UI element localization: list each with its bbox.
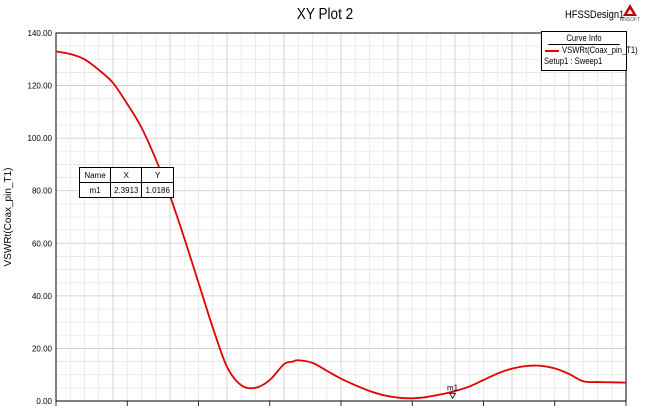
- y-tick-label: 80.00: [32, 187, 53, 196]
- marker-m1[interactable]: m1: [447, 383, 459, 400]
- legend-entry[interactable]: VSWRt(Coax_pin_T1): [542, 45, 638, 56]
- y-tick-label: 20.00: [32, 344, 53, 353]
- y-tick-label: 40.00: [32, 292, 53, 301]
- x-ticks: [55, 401, 627, 406]
- marker-table-header-x: X: [109, 167, 143, 183]
- design-name: HFSSDesign1: [565, 9, 625, 21]
- y-tick-label: 120.00: [28, 82, 53, 91]
- series-line-vswr[interactable]: [55, 50, 627, 400]
- legend-header: Curve Info: [548, 32, 620, 45]
- y-tick-label: 100.00: [28, 134, 53, 143]
- legend-curve-name: VSWRt(Coax_pin_T1): [562, 45, 638, 55]
- legend-swatch: [545, 50, 559, 52]
- chart-title: XY Plot 2: [296, 6, 354, 23]
- legend-setup-row: Setup1 : Sweep1: [542, 56, 626, 67]
- y-tick-label: 140.00: [28, 29, 53, 38]
- legend-setup: Setup1 : Sweep1: [544, 56, 603, 66]
- marker-triangle[interactable]: [448, 392, 457, 400]
- marker-table-cell-x: 2.3913: [109, 182, 143, 198]
- marker-table-header-y: Y: [141, 167, 174, 183]
- marker-label: m1: [447, 383, 459, 392]
- logo-icon: [623, 4, 637, 16]
- y-tick-label: 60.00: [32, 239, 53, 248]
- ansoft-logo: ANSOFT: [619, 3, 641, 23]
- y-tick-label: 0.00: [36, 397, 52, 406]
- marker-table-cell-name: m1: [79, 182, 111, 198]
- y-ticks: 0.00 20.00 40.00 60.00 80.00 100.00 120.00 140.…: [28, 29, 53, 406]
- logo-text: ANSOFT: [619, 17, 641, 23]
- grid: [55, 32, 627, 402]
- marker-table-row: m1 2.3913 1.0186: [79, 182, 174, 198]
- marker-table[interactable]: Name X Y m1 2.3913 1.0186: [79, 167, 174, 198]
- marker-table-header: Name X Y: [79, 167, 174, 183]
- marker-table-cell-y: 1.0186: [141, 182, 174, 198]
- marker-table-header-name: Name: [79, 167, 111, 183]
- y-axis-label: VSWRt(Coax_pin_T1): [3, 168, 14, 267]
- legend[interactable]: Curve Info VSWRt(Coax_pin_T1) Setup1 : S…: [541, 31, 638, 71]
